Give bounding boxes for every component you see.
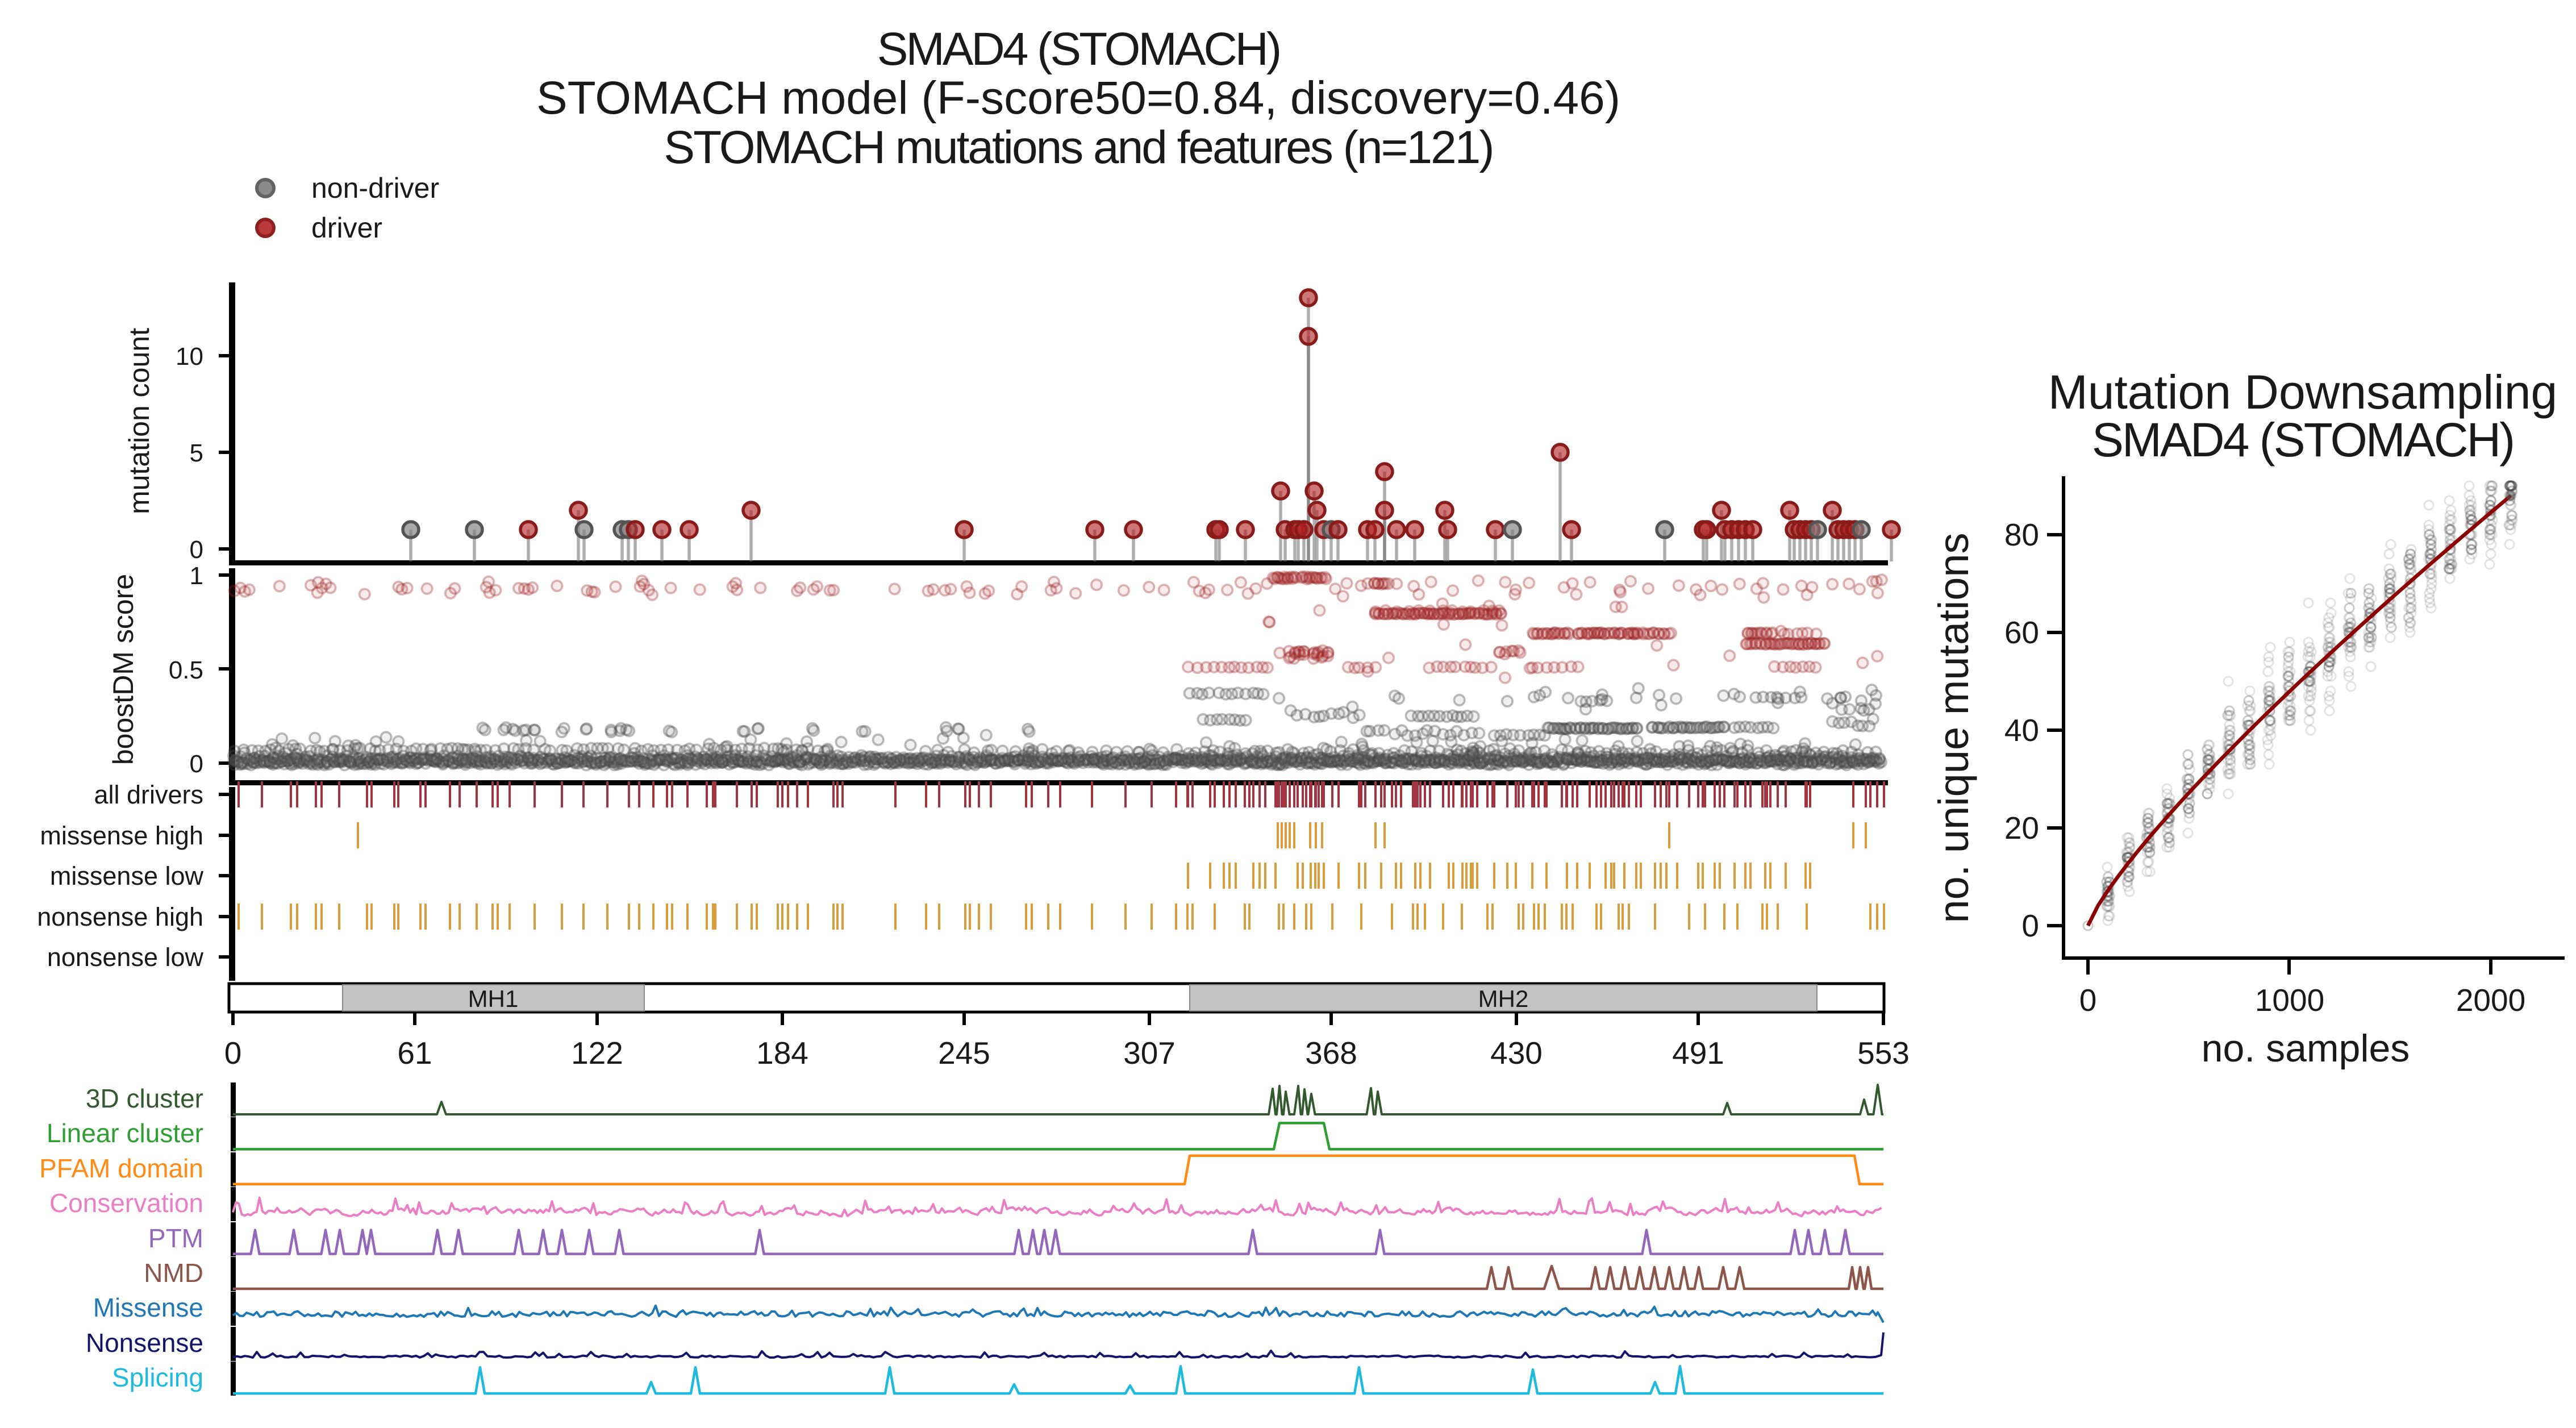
svg-text:Mutation Downsampling: Mutation Downsampling xyxy=(2048,365,2557,419)
svg-text:1: 1 xyxy=(190,562,203,590)
svg-text:40: 40 xyxy=(2004,713,2039,748)
svg-text:no. samples: no. samples xyxy=(2202,1027,2410,1070)
svg-text:0: 0 xyxy=(2079,982,2097,1018)
svg-text:307: 307 xyxy=(1123,1035,1176,1071)
svg-text:boostDM score: boostDM score xyxy=(107,574,139,765)
svg-text:PTM: PTM xyxy=(148,1223,203,1253)
svg-text:driver: driver xyxy=(311,212,382,244)
svg-text:5: 5 xyxy=(190,439,203,467)
svg-text:3D cluster: 3D cluster xyxy=(86,1084,203,1113)
svg-text:Conservation: Conservation xyxy=(49,1188,203,1218)
svg-text:368: 368 xyxy=(1305,1035,1357,1071)
svg-text:0: 0 xyxy=(190,750,203,778)
svg-text:missense low: missense low xyxy=(50,861,204,890)
svg-text:10: 10 xyxy=(176,343,203,370)
svg-text:SMAD4 (STOMACH): SMAD4 (STOMACH) xyxy=(2092,413,2514,467)
svg-text:Missense: Missense xyxy=(93,1293,203,1322)
svg-text:STOMACH mutations and features: STOMACH mutations and features (n=121) xyxy=(664,122,1493,173)
svg-text:MH2: MH2 xyxy=(1478,985,1529,1012)
svg-text:SMAD4 (STOMACH): SMAD4 (STOMACH) xyxy=(877,23,1279,75)
svg-text:0.5: 0.5 xyxy=(169,656,203,684)
svg-text:mutation count: mutation count xyxy=(123,328,155,514)
svg-text:NMD: NMD xyxy=(144,1258,203,1288)
svg-text:STOMACH model (F-score50=0.84,: STOMACH model (F-score50=0.84, discovery… xyxy=(536,72,1620,124)
svg-text:122: 122 xyxy=(571,1035,623,1071)
svg-text:0: 0 xyxy=(224,1035,242,1071)
svg-text:60: 60 xyxy=(2004,615,2039,650)
svg-text:2000: 2000 xyxy=(2456,982,2525,1018)
svg-text:missense high: missense high xyxy=(40,821,203,850)
svg-text:1000: 1000 xyxy=(2255,982,2324,1018)
svg-text:61: 61 xyxy=(397,1035,432,1071)
svg-text:all drivers: all drivers xyxy=(94,780,203,809)
svg-text:Linear cluster: Linear cluster xyxy=(47,1118,203,1148)
svg-text:Splicing: Splicing xyxy=(112,1363,203,1392)
svg-text:Nonsense: Nonsense xyxy=(86,1328,203,1358)
svg-text:non-driver: non-driver xyxy=(311,172,439,204)
svg-text:491: 491 xyxy=(1672,1035,1724,1071)
svg-text:0: 0 xyxy=(2021,908,2039,943)
svg-text:nonsense high: nonsense high xyxy=(37,902,203,931)
svg-text:PFAM domain: PFAM domain xyxy=(39,1154,203,1183)
svg-text:184: 184 xyxy=(756,1035,808,1071)
svg-text:MH1: MH1 xyxy=(468,985,519,1012)
svg-text:0: 0 xyxy=(190,536,203,564)
svg-text:80: 80 xyxy=(2004,517,2039,552)
svg-text:20: 20 xyxy=(2004,810,2039,846)
svg-text:245: 245 xyxy=(938,1035,990,1071)
svg-text:nonsense low: nonsense low xyxy=(47,943,204,972)
svg-text:430: 430 xyxy=(1490,1035,1543,1071)
svg-text:no. unique mutations: no. unique mutations xyxy=(1930,532,1977,923)
svg-text:553: 553 xyxy=(1857,1035,1910,1071)
